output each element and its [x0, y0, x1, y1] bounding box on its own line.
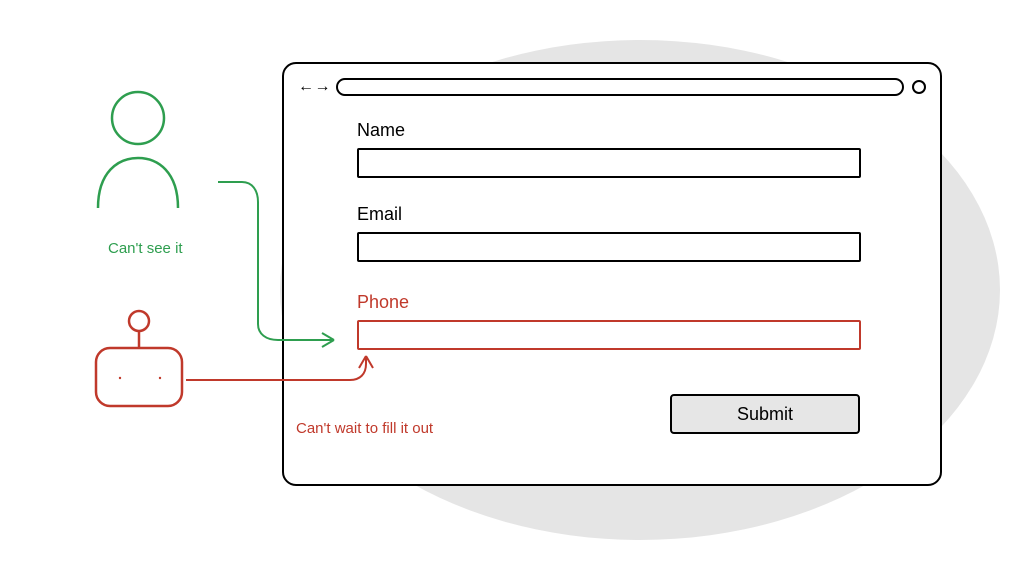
human-annotation: Can't see it	[108, 240, 183, 257]
name-input[interactable]	[357, 148, 861, 178]
bot-annotation: Can't wait to fill it out	[296, 420, 433, 437]
window-control-icon[interactable]	[912, 80, 926, 94]
bot-icon	[96, 311, 182, 406]
address-bar[interactable]	[336, 78, 904, 96]
name-label: Name	[357, 120, 405, 141]
nav-arrows-icon: ← →	[298, 79, 328, 95]
email-input[interactable]	[357, 232, 861, 262]
human-icon	[98, 92, 178, 208]
phone-input[interactable]	[357, 320, 861, 350]
email-label: Email	[357, 204, 402, 225]
browser-chrome: ← →	[298, 76, 926, 98]
submit-button[interactable]: Submit	[670, 394, 860, 434]
phone-label: Phone	[357, 292, 409, 313]
